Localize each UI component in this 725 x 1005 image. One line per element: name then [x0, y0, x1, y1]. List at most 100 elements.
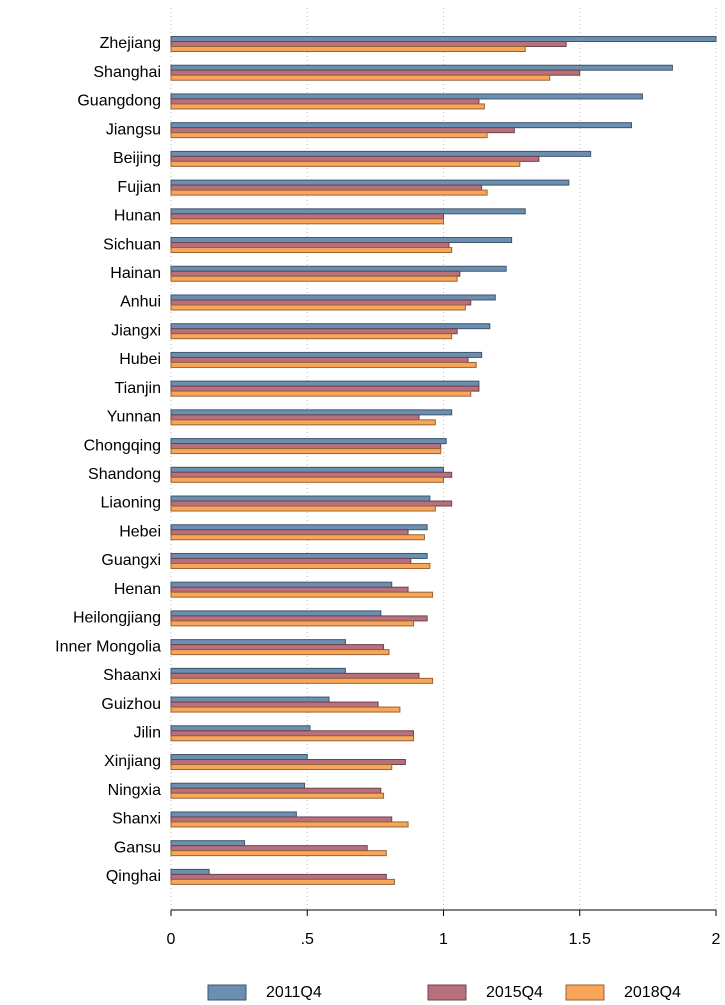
- bar: [170, 179, 570, 186]
- bar: [170, 562, 431, 569]
- bar: [170, 380, 480, 387]
- bar: [170, 351, 483, 358]
- bar: [170, 247, 453, 254]
- y-tick-label: Hubei: [119, 351, 161, 368]
- y-tick-label: Shaanxi: [103, 667, 161, 684]
- bar: [170, 438, 447, 445]
- y-tick-label: Heilongjiang: [73, 610, 161, 627]
- bar: [170, 122, 633, 129]
- bar: [170, 103, 485, 110]
- bar: [170, 620, 415, 627]
- bar: [170, 150, 592, 157]
- bar: [170, 615, 428, 622]
- y-tick-label: Ningxia: [108, 782, 161, 799]
- y-tick-label: Yunnan: [107, 409, 161, 426]
- y-tick-label: Zhejiang: [100, 35, 161, 52]
- bar: [170, 36, 717, 42]
- x-tick-label: 1: [439, 931, 448, 948]
- bar: [170, 529, 409, 536]
- bar: [170, 419, 436, 426]
- bar: [170, 873, 387, 880]
- bar: [170, 495, 431, 502]
- y-tick-label: Henan: [114, 581, 161, 598]
- bar: [170, 649, 390, 656]
- y-tick-label: Xinjiang: [104, 753, 161, 770]
- y-tick-label: Liaoning: [101, 495, 162, 512]
- y-tick-label: Inner Mongolia: [55, 638, 161, 655]
- bar: [170, 448, 442, 455]
- bar: [170, 706, 401, 713]
- y-tick-label: Hebei: [119, 523, 161, 540]
- bar: [170, 878, 395, 885]
- y-tick-label: Tianjin: [114, 380, 161, 397]
- y-tick-label: Jilin: [133, 724, 161, 741]
- bar: [170, 500, 453, 507]
- bar: [170, 299, 472, 306]
- bar: [170, 64, 673, 71]
- legend-swatch: [207, 984, 247, 1001]
- bar: [170, 414, 420, 421]
- bar: [170, 46, 526, 52]
- bar: [170, 816, 393, 823]
- bar: [170, 294, 496, 301]
- bar: [170, 218, 444, 225]
- bar: [170, 735, 415, 742]
- bar: [170, 868, 210, 875]
- y-tick-label: Beijing: [113, 150, 161, 167]
- x-tick-label: 0: [167, 931, 176, 948]
- x-tick-label: 2: [712, 931, 721, 948]
- bar: [170, 270, 461, 277]
- bar: [170, 127, 515, 134]
- bar: [170, 534, 425, 541]
- bar: [170, 242, 450, 249]
- bar: [170, 155, 540, 162]
- y-tick-label: Guangxi: [101, 552, 161, 569]
- x-tick-label: 1.5: [569, 931, 591, 948]
- y-tick-label: Hunan: [114, 208, 161, 225]
- bar: [170, 189, 488, 196]
- bar: [170, 385, 480, 392]
- y-tick-label: Hainan: [110, 265, 161, 282]
- bar: [170, 586, 409, 593]
- bar: [170, 610, 382, 617]
- y-tick-label: Shanghai: [93, 64, 161, 81]
- bar: [170, 524, 428, 531]
- bar: [170, 696, 330, 703]
- bar: [170, 184, 483, 191]
- bar: [170, 845, 368, 852]
- bar: [170, 782, 306, 789]
- y-tick-label: Shandong: [88, 466, 161, 483]
- bar: [170, 639, 346, 646]
- bar: [170, 811, 297, 818]
- bar: [170, 840, 246, 847]
- y-tick-label: Sichuan: [103, 236, 161, 253]
- bar: [170, 69, 581, 76]
- y-tick-label: Gansu: [114, 839, 161, 856]
- x-tick-label: .5: [301, 931, 314, 948]
- bar: [170, 821, 409, 828]
- bar: [170, 409, 453, 416]
- y-tick-label: Jiangsu: [106, 121, 161, 138]
- bar: [170, 41, 567, 47]
- bar: [170, 787, 382, 794]
- bar: [170, 672, 420, 679]
- bar: [170, 466, 444, 473]
- y-tick-label: Anhui: [120, 294, 161, 311]
- y-tick-label: Guizhou: [101, 696, 161, 713]
- bar: [170, 265, 507, 272]
- bar: [170, 333, 453, 340]
- bar: [170, 443, 442, 450]
- bar: [170, 361, 477, 368]
- bar: [170, 98, 480, 105]
- bar: [170, 725, 311, 732]
- y-tick-label: Chongqing: [84, 437, 161, 454]
- legend-label: 2018Q4: [624, 984, 681, 1001]
- bar: [170, 667, 346, 674]
- bar: [170, 74, 551, 81]
- bar: [170, 644, 385, 651]
- bar: [170, 237, 513, 244]
- bar: [170, 730, 415, 737]
- legend-swatch: [565, 984, 605, 1001]
- bar: [170, 677, 434, 684]
